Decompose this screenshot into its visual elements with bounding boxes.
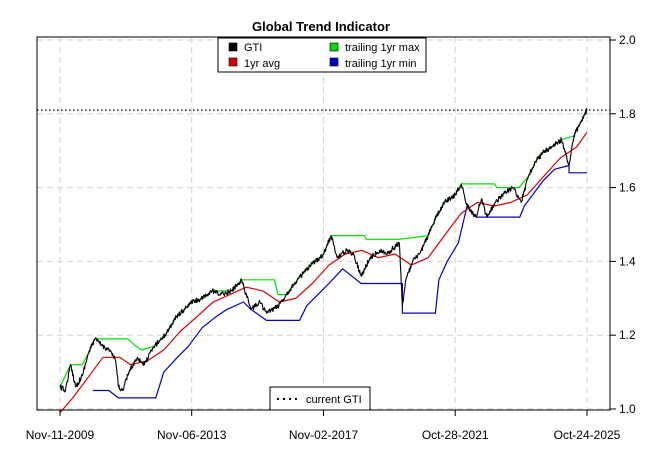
legend-swatch-avg <box>228 57 238 67</box>
y-tick-label-3: 1.6 <box>619 181 636 195</box>
reference-legend-box <box>269 386 371 411</box>
chart-title: Global Trend Indicator <box>252 19 390 34</box>
legend-box <box>217 37 427 73</box>
grid <box>37 37 610 410</box>
reference-legend: current GTI <box>269 386 371 411</box>
legend-swatch-min <box>329 57 339 67</box>
legend-label-min: trailing 1yr min <box>345 58 417 70</box>
gti-line <box>59 108 588 393</box>
y-tick-label-0: 1.0 <box>619 402 636 416</box>
min-line <box>93 164 587 399</box>
max-line <box>59 109 588 388</box>
legend-label-max: trailing 1yr max <box>345 42 420 54</box>
legend-swatch-max <box>329 42 339 52</box>
y-tick-label-2: 1.4 <box>619 254 636 268</box>
legend-label-avg: 1yr avg <box>244 58 280 70</box>
y-tick-label-4: 1.8 <box>619 107 636 121</box>
series-layer <box>59 108 588 414</box>
x-tick-label-2: Nov-02-2017 <box>289 428 359 442</box>
x-axis: Nov-11-2009 Nov-06-2013 Nov-02-2017 Oct-28-… <box>26 410 621 442</box>
x-tick-label-0: Nov-11-2009 <box>26 428 95 442</box>
y-tick-label-1: 1.2 <box>619 328 636 342</box>
legend: GTI trailing 1yr max 1yr avg trailing 1y… <box>217 37 427 73</box>
avg-line <box>59 131 588 414</box>
reference-legend-label: current GTI <box>306 394 362 406</box>
x-tick-label-3: Oct-28-2021 <box>422 428 489 442</box>
y-axis: 1.0 1.2 1.4 1.6 1.8 2.0 <box>610 33 636 416</box>
y-tick-label-5: 2.0 <box>619 33 636 47</box>
x-tick-label-1: Nov-06-2013 <box>157 428 227 442</box>
legend-swatch-gti <box>228 42 238 52</box>
x-tick-label-4: Oct-24-2025 <box>554 428 621 442</box>
legend-label-gti: GTI <box>244 42 262 54</box>
